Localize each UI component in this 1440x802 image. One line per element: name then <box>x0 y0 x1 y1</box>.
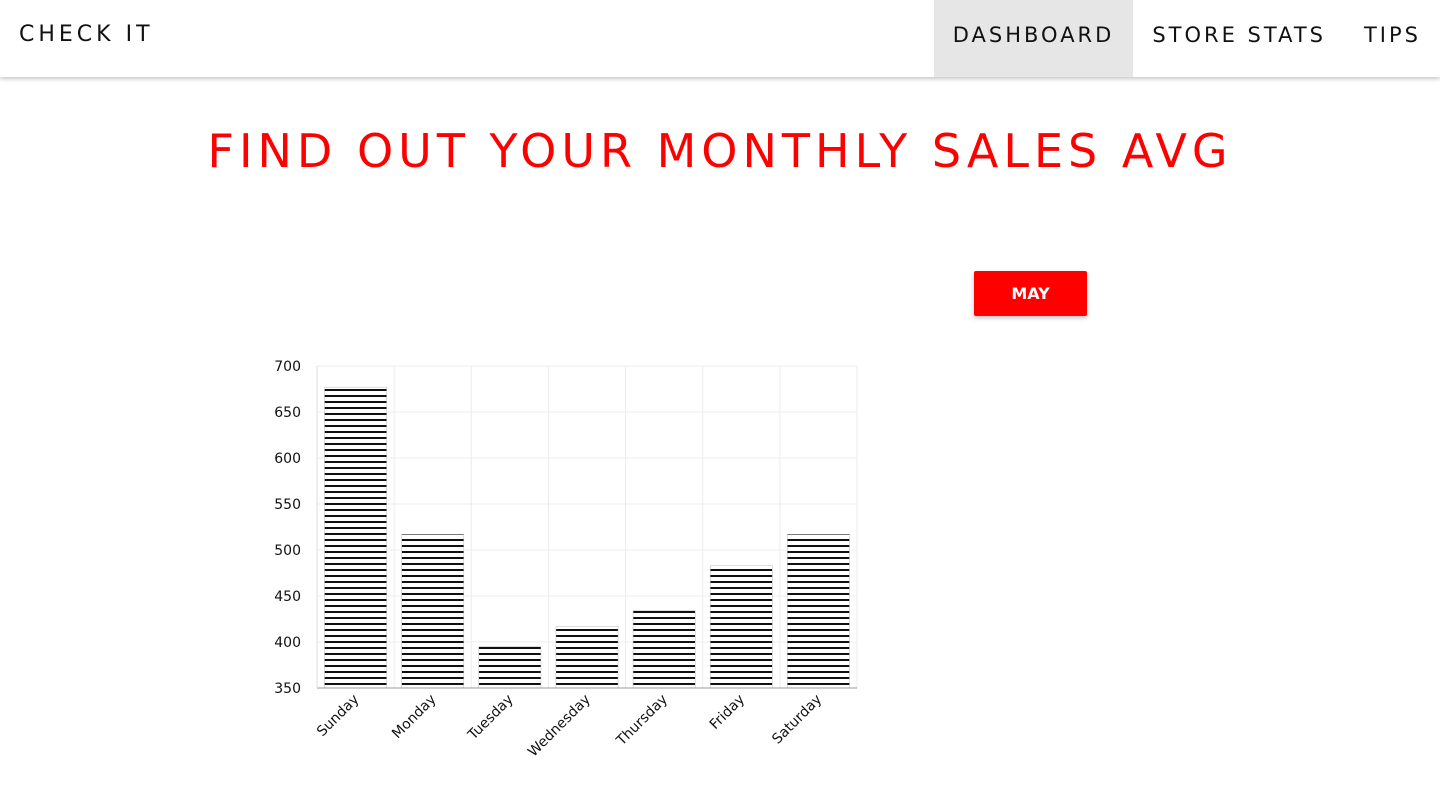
x-tick-label: Monday <box>389 692 439 742</box>
page-title: FIND OUT YOUR MONTHLY SALES AVG <box>207 124 1233 178</box>
y-tick-label: 700 <box>274 359 301 375</box>
x-tick-label: Wednesday <box>525 692 594 761</box>
chart-bars <box>324 386 850 689</box>
month-select-button[interactable]: MAY <box>974 271 1087 316</box>
y-tick-label: 350 <box>274 681 301 697</box>
x-tick-label: Tuesday <box>464 692 516 744</box>
bar-friday <box>709 565 773 689</box>
y-tick-label: 550 <box>274 497 301 513</box>
x-tick-label: Friday <box>707 692 748 733</box>
y-tick-label: 600 <box>274 451 301 467</box>
nav-link-tips[interactable]: TIPS <box>1363 23 1421 47</box>
bar-sunday <box>324 386 387 689</box>
top-navbar: CHECK IT DASHBOARD STORE STATS TIPS <box>0 0 1440 77</box>
x-tick-label: Thursday <box>613 692 671 750</box>
x-tick-label: Sunday <box>314 692 362 740</box>
x-tick-label: Saturday <box>769 692 825 748</box>
nav-links: DASHBOARD STORE STATS TIPS <box>933 0 1440 77</box>
nav-link-dashboard[interactable]: DASHBOARD <box>933 0 1134 77</box>
bar-saturday <box>787 534 850 689</box>
y-tick-label: 450 <box>274 589 301 605</box>
brand-logo-link[interactable]: CHECK IT <box>19 22 154 47</box>
bar-tuesday <box>478 646 542 689</box>
y-tick-label: 400 <box>274 635 301 651</box>
bar-thursday <box>632 610 696 689</box>
weekday-sales-bar-chart: 350 400 450 500 550 600 650 700 Sunday Monday Tues… <box>274 359 858 761</box>
bar-monday <box>401 534 465 689</box>
bar-wednesday <box>555 626 619 689</box>
y-tick-label: 500 <box>274 543 301 559</box>
nav-link-store-stats[interactable]: STORE STATS <box>1152 23 1326 47</box>
y-tick-label: 650 <box>274 405 301 421</box>
chart-grid <box>316 365 858 689</box>
